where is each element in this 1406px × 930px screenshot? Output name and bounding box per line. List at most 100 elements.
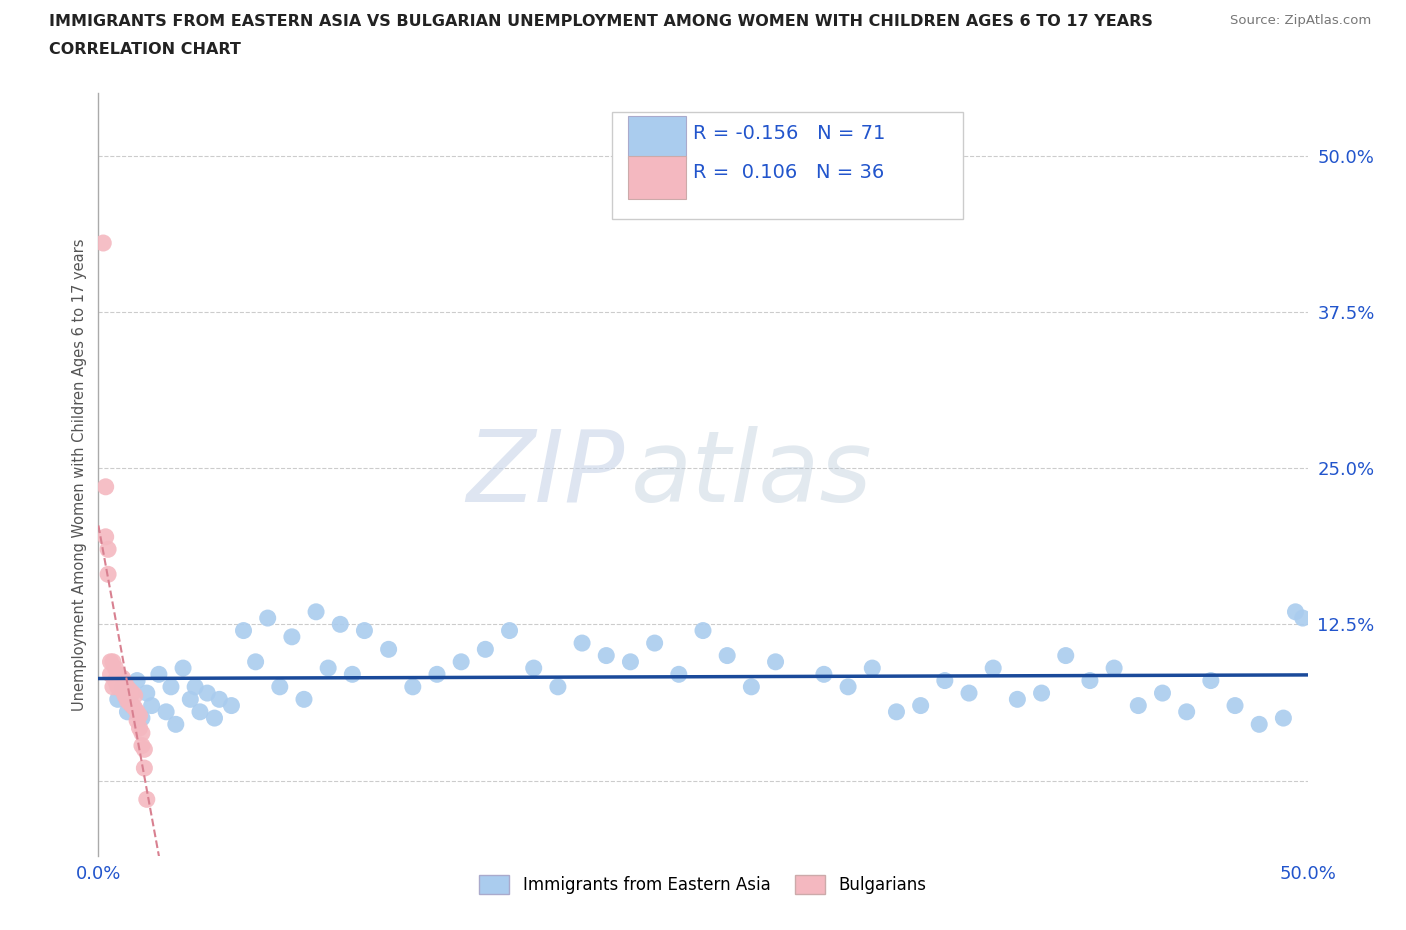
- Point: [179, 692, 201, 707]
- Point: [97, 542, 120, 557]
- Point: [118, 696, 141, 711]
- Point: [124, 688, 146, 703]
- Point: [837, 680, 859, 695]
- Point: [107, 680, 129, 695]
- Point: [127, 713, 149, 728]
- Point: [450, 655, 472, 670]
- Point: [426, 667, 449, 682]
- Text: R = -0.156   N = 71: R = -0.156 N = 71: [693, 124, 886, 142]
- Point: [111, 671, 134, 685]
- Point: [342, 667, 364, 682]
- Point: [135, 685, 157, 700]
- Point: [1054, 648, 1077, 663]
- Point: [1102, 660, 1125, 675]
- Text: R =  0.106   N = 36: R = 0.106 N = 36: [693, 163, 884, 182]
- Point: [668, 667, 690, 682]
- Point: [860, 660, 883, 675]
- Point: [232, 623, 254, 638]
- Point: [957, 685, 980, 700]
- Point: [117, 693, 139, 708]
- Point: [329, 617, 352, 631]
- Point: [121, 685, 143, 700]
- Point: [108, 671, 131, 685]
- Point: [104, 660, 127, 675]
- Point: [740, 680, 762, 695]
- Point: [886, 704, 908, 719]
- Point: [114, 688, 136, 703]
- Point: [108, 675, 131, 690]
- Point: [195, 685, 218, 700]
- Point: [121, 698, 143, 713]
- Point: [474, 642, 496, 657]
- Point: [765, 655, 787, 670]
- Point: [128, 708, 150, 723]
- Point: [256, 611, 278, 626]
- Point: [269, 680, 291, 695]
- Point: [134, 761, 156, 776]
- Point: [292, 692, 315, 707]
- Point: [204, 711, 226, 725]
- Point: [316, 660, 339, 675]
- Text: ZIP: ZIP: [467, 426, 624, 523]
- Point: [155, 704, 177, 719]
- Point: [644, 635, 666, 650]
- Point: [117, 681, 139, 696]
- Point: [107, 692, 129, 707]
- Legend: Immigrants from Eastern Asia, Bulgarians: Immigrants from Eastern Asia, Bulgarians: [472, 868, 934, 900]
- Point: [100, 667, 122, 682]
- Point: [1128, 698, 1150, 713]
- Point: [127, 673, 149, 688]
- Point: [547, 680, 569, 695]
- Point: [353, 623, 375, 638]
- Point: [934, 673, 956, 688]
- Point: [1007, 692, 1029, 707]
- Point: [281, 630, 304, 644]
- Point: [1199, 673, 1222, 688]
- Point: [117, 704, 139, 719]
- Point: [127, 704, 149, 719]
- Point: [245, 655, 267, 670]
- Point: [131, 711, 153, 725]
- Point: [114, 675, 136, 690]
- Y-axis label: Unemployment Among Women with Children Ages 6 to 17 years: Unemployment Among Women with Children A…: [72, 238, 87, 711]
- Text: Source: ZipAtlas.com: Source: ZipAtlas.com: [1230, 14, 1371, 27]
- Point: [1031, 685, 1053, 700]
- Point: [101, 680, 124, 695]
- Point: [1284, 604, 1306, 619]
- Point: [1249, 717, 1271, 732]
- Point: [981, 660, 1004, 675]
- Point: [121, 698, 143, 713]
- Point: [111, 680, 134, 695]
- Point: [1292, 611, 1315, 626]
- Point: [104, 673, 127, 688]
- Point: [94, 529, 117, 544]
- Point: [305, 604, 328, 619]
- Point: [595, 648, 617, 663]
- Point: [94, 479, 117, 494]
- Point: [377, 642, 399, 657]
- Point: [1272, 711, 1295, 725]
- Text: atlas: atlas: [630, 426, 872, 523]
- Text: CORRELATION CHART: CORRELATION CHART: [49, 42, 240, 57]
- Point: [124, 700, 146, 715]
- Point: [523, 660, 546, 675]
- Point: [141, 698, 163, 713]
- Point: [221, 698, 243, 713]
- Point: [100, 655, 122, 670]
- Point: [692, 623, 714, 638]
- Point: [97, 567, 120, 582]
- Text: IMMIGRANTS FROM EASTERN ASIA VS BULGARIAN UNEMPLOYMENT AMONG WOMEN WITH CHILDREN: IMMIGRANTS FROM EASTERN ASIA VS BULGARIA…: [49, 14, 1153, 29]
- Point: [1223, 698, 1246, 713]
- Point: [498, 623, 520, 638]
- Point: [571, 635, 593, 650]
- Point: [910, 698, 932, 713]
- Point: [107, 667, 129, 682]
- Point: [111, 684, 134, 698]
- Point: [1175, 704, 1198, 719]
- Point: [716, 648, 738, 663]
- Point: [813, 667, 835, 682]
- Point: [118, 684, 141, 698]
- Point: [101, 655, 124, 670]
- Point: [160, 680, 183, 695]
- Point: [128, 721, 150, 736]
